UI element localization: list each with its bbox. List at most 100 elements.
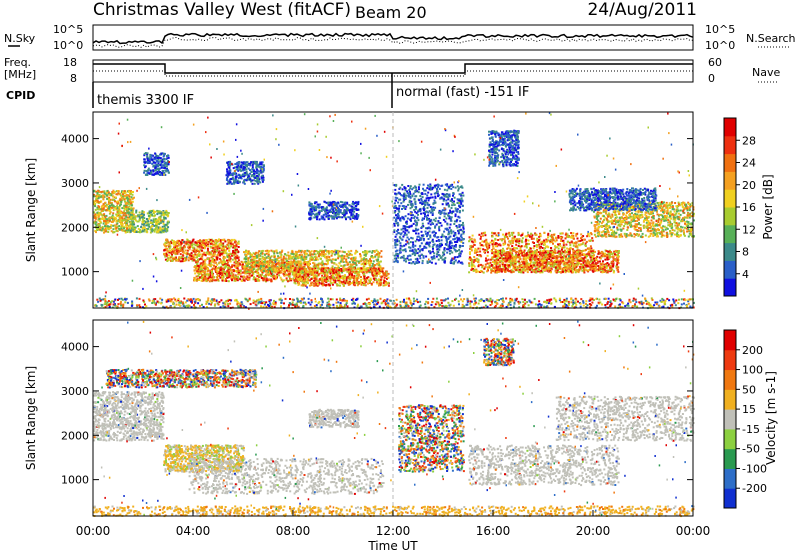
scatter-cell [294,270,297,273]
scatter-cell [99,217,102,220]
scatter-cell [282,264,284,267]
scatter-cell [237,240,240,243]
scatter-cell [128,208,130,211]
scatter-cell [379,260,382,263]
scatter-cell [360,260,362,263]
scatter-cell [121,219,124,222]
scatter-cell [287,263,290,266]
scatter-cell [132,227,135,230]
scatter-cell [216,249,219,252]
scatter-cell [347,256,350,259]
scatter-cell [268,265,270,268]
scatter-cell [295,262,297,265]
scatter-cell [341,271,344,274]
scatter-cell [352,261,355,264]
scatter-cell [356,273,359,276]
scatter-cell [254,162,257,165]
scatter-cell [313,202,316,205]
scatter-cell [325,206,328,209]
scatter-cell [119,220,122,223]
scatter-cell [227,276,230,279]
scatter-cell [166,228,169,231]
scatter-cell [346,262,349,265]
scatter-cell [365,280,368,283]
scatter-cell [647,301,650,304]
scatter-cell [298,275,301,278]
scatter-cell [282,279,285,282]
scatter-cell [296,306,299,309]
scatter-cell [315,209,318,212]
scatter-cell [195,253,198,256]
scatter-cell [202,260,205,263]
scatter-cell [162,216,165,219]
scatter-cell [563,305,566,308]
scatter-cell [387,284,390,287]
scatter-cell [247,176,249,179]
scatter-cell [218,253,221,256]
scatter-cell [246,161,249,164]
scatter-cell [126,207,128,210]
scatter-cell [177,258,180,261]
scatter-cell [233,261,236,264]
scatter-cell [231,264,234,266]
scatter-cell [249,169,251,172]
scatter-cell [317,250,320,253]
scatter-cell [342,298,345,300]
scatter-cell [377,256,380,259]
scatter-cell [622,302,625,305]
scatter-cell [356,214,358,217]
scatter-cell [259,169,262,172]
scatter-cell [219,271,222,274]
scatter-cell [283,263,286,266]
scatter-cell [357,215,360,218]
scatter-cell [327,252,330,255]
scatter-cell [381,270,384,273]
scatter-cell [146,172,149,175]
scatter-cell [164,249,167,252]
scatter-cell [98,213,101,216]
scatter-cell [125,215,128,218]
scatter-cell [131,302,134,305]
scatter-cell [254,257,257,260]
scatter-cell [370,278,372,281]
scatter-cell [134,226,137,229]
scatter-cell [115,226,118,229]
scatter-cell [200,265,203,268]
scatter-cell [121,191,124,194]
scatter-cell [98,190,101,193]
scatter-cell [316,270,319,273]
scatter-cell [215,241,218,244]
scatter-cell [369,264,371,267]
scatter-cell [215,267,218,270]
scatter-cell [285,273,288,276]
scatter-cell [243,166,246,169]
scatter-cell [293,257,296,260]
scatter-cell [292,264,295,267]
scatter-cell [302,258,304,261]
scatter-cell [383,280,386,282]
scatter-cell [348,272,350,274]
scatter-cell [368,282,371,284]
scatter-cell [283,272,286,275]
scatter-cell [357,203,360,206]
scatter-cell [270,275,273,277]
scatter-cell [182,247,185,250]
scatter-cell [260,250,263,253]
scatter-cell [112,209,115,212]
scatter-cell [101,227,104,230]
scatter-cell [251,254,254,256]
scatter-cell [101,194,104,197]
scatter-cell [356,284,359,287]
scatter-cell [321,262,323,264]
scatter-cell [224,266,226,269]
scatter-cell [307,261,309,264]
scatter-cell [156,170,159,173]
scatter-cell [364,250,367,253]
scatter-cell [316,283,319,286]
scatter-cell [274,265,277,268]
scatter-cell [256,163,259,166]
scatter-cell [377,267,380,270]
scatter-cell [198,279,200,281]
scatter-cell [354,202,357,205]
scatter-cell [204,267,207,270]
